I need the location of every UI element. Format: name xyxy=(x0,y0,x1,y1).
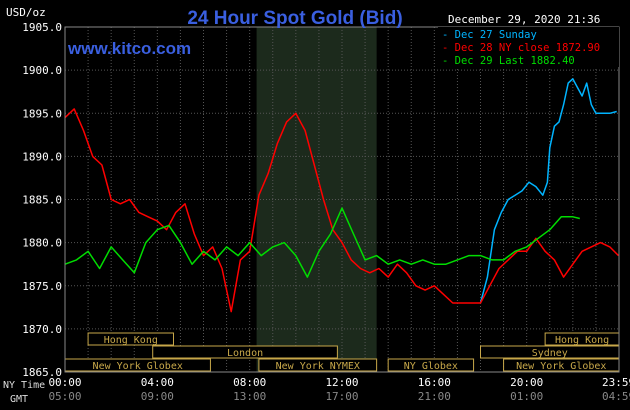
x-tick-label-gmt: 17:00 xyxy=(325,390,358,403)
market-box-hong-kong xyxy=(87,332,174,346)
legend-entry: - Dec 29 Last 1882.40 xyxy=(442,55,575,67)
market-label-ny-globex: NY Globex xyxy=(404,361,458,372)
x-tick-label-ny: 00:00 xyxy=(48,376,81,389)
timestamp-label: December 29, 2020 21:36 xyxy=(448,13,600,26)
x-tick-label-ny: 08:00 xyxy=(233,376,266,389)
y-tick-label: 1890.0 xyxy=(22,150,62,163)
plot-frame xyxy=(64,26,620,373)
x-tick-label-gmt: 04:59 xyxy=(602,390,630,403)
legend-entry: - Dec 28 NY close 1872.90 xyxy=(442,42,600,54)
x-tick-label-ny: 20:00 xyxy=(510,376,543,389)
market-box-new-york-nymex xyxy=(258,358,378,372)
series-line-dec-29 xyxy=(64,207,580,278)
ny-time-row-title: NY Time xyxy=(3,380,45,391)
y-tick-label: 1900.0 xyxy=(22,64,62,77)
website-label: www.kitco.com xyxy=(67,39,191,58)
market-label-hong-kong: Hong Kong xyxy=(555,335,609,346)
y-tick-label: 1895.0 xyxy=(22,107,62,120)
y-tick-label: 1875.0 xyxy=(22,280,62,293)
x-tick-label-ny: 04:00 xyxy=(141,376,174,389)
y-tick-label: 1885.0 xyxy=(22,194,62,207)
market-box-london xyxy=(152,345,338,359)
x-tick-label-gmt: 09:00 xyxy=(141,390,174,403)
y-tick-label: 1870.0 xyxy=(22,323,62,336)
x-tick-label-ny: 16:00 xyxy=(418,376,451,389)
market-label-new-york-globex: New York Globex xyxy=(93,361,183,372)
gmt-row-title: GMT xyxy=(10,394,28,405)
market-label-sydney: Sydney xyxy=(532,348,568,359)
y-tick-label: 1880.0 xyxy=(22,237,62,250)
x-tick-label-ny: 12:00 xyxy=(325,376,358,389)
market-label-london: London xyxy=(227,348,263,359)
x-tick-label-gmt: 01:00 xyxy=(510,390,543,403)
market-label-new-york-globex: New York Globex xyxy=(516,361,606,372)
legend-entry: - Dec 27 Sunday xyxy=(442,29,537,41)
chart-title: 24 Hour Spot Gold (Bid) xyxy=(187,8,402,29)
x-tick-label-gmt: 13:00 xyxy=(233,390,266,403)
x-tick-label-ny: 23:59 xyxy=(602,376,630,389)
market-label-hong-kong: Hong Kong xyxy=(104,335,158,346)
series-line-dec-27-sunday xyxy=(479,78,617,304)
y-tick-label: 1905.0 xyxy=(22,21,62,34)
x-tick-label-gmt: 21:00 xyxy=(418,390,451,403)
y-tick-label: 1865.0 xyxy=(22,366,62,379)
legend-box xyxy=(438,27,619,67)
x-tick-label-gmt: 05:00 xyxy=(48,390,81,403)
market-label-new-york-nymex: New York NYMEX xyxy=(276,361,360,372)
market-box-ny-globex xyxy=(387,358,475,372)
shaded-session-region xyxy=(256,27,377,372)
y-axis-unit-label: USD/oz xyxy=(6,6,46,19)
series-line-dec-28 xyxy=(64,108,620,313)
